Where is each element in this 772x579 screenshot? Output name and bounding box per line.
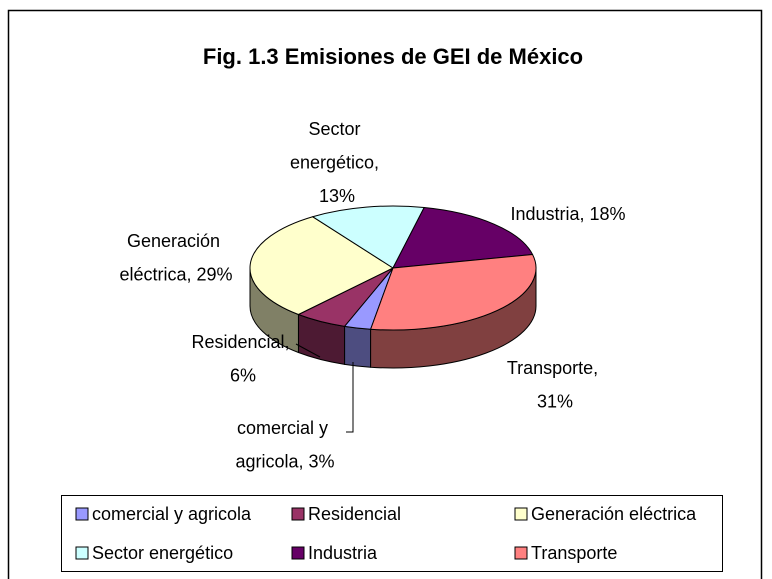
legend-swatch — [514, 546, 528, 560]
data-label: Generación eléctrica, 29% — [119, 231, 232, 285]
pie — [249, 205, 537, 369]
legend-label: Generación eléctrica — [531, 504, 697, 524]
leader-line — [295, 343, 321, 358]
legend-swatch — [75, 546, 89, 560]
legend-swatch — [514, 507, 528, 521]
data-label: Residencial, 6% — [191, 332, 294, 386]
slice — [370, 253, 537, 331]
chart-title: Fig. 1.3 Emisiones de GEI de México — [203, 44, 583, 69]
slice-side — [344, 325, 372, 368]
data-label: Sector energético, 13% — [290, 119, 384, 206]
data-labels: comercial y agricola, 3% Residencial, 6% G… — [119, 119, 625, 472]
data-label: Transporte, 31% — [507, 358, 603, 412]
data-label: comercial y agricola, 3% — [235, 418, 334, 472]
legend: comercial y agricola Residencial Generació… — [75, 504, 697, 563]
data-label: Industria, 18% — [510, 204, 625, 224]
legend-label: Industria — [308, 543, 378, 563]
chart-frame — [7, 9, 763, 579]
slice — [249, 216, 394, 316]
legend-label: Transporte — [531, 543, 617, 563]
slice — [392, 206, 534, 269]
legend-box — [61, 495, 723, 572]
slice — [312, 205, 425, 269]
legend-label: comercial y agricola — [92, 504, 252, 524]
legend-label: Residencial — [308, 504, 401, 524]
legend-swatch — [291, 546, 305, 560]
leader-line — [346, 362, 354, 433]
legend-swatch — [291, 507, 305, 521]
legend-swatch — [75, 507, 89, 521]
legend-label: Sector energético — [92, 543, 233, 563]
